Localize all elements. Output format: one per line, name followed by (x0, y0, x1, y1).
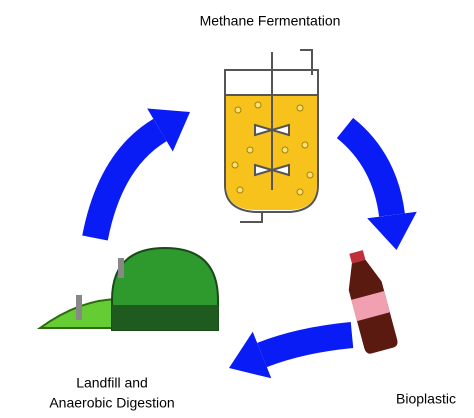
arrow (229, 332, 352, 379)
fermenter-icon (225, 50, 318, 222)
node-label: Bioplastic (396, 391, 456, 407)
node-label: Methane Fermentation (200, 13, 341, 29)
cycle-diagram: Methane Fermentation Bioplastic Landfill… (0, 0, 474, 418)
landfill-icon (40, 248, 218, 330)
node-label: Anaerobic Digestion (49, 395, 174, 411)
node-label: Landfill and (76, 375, 148, 391)
arrow (345, 128, 417, 250)
arrow (95, 109, 190, 239)
